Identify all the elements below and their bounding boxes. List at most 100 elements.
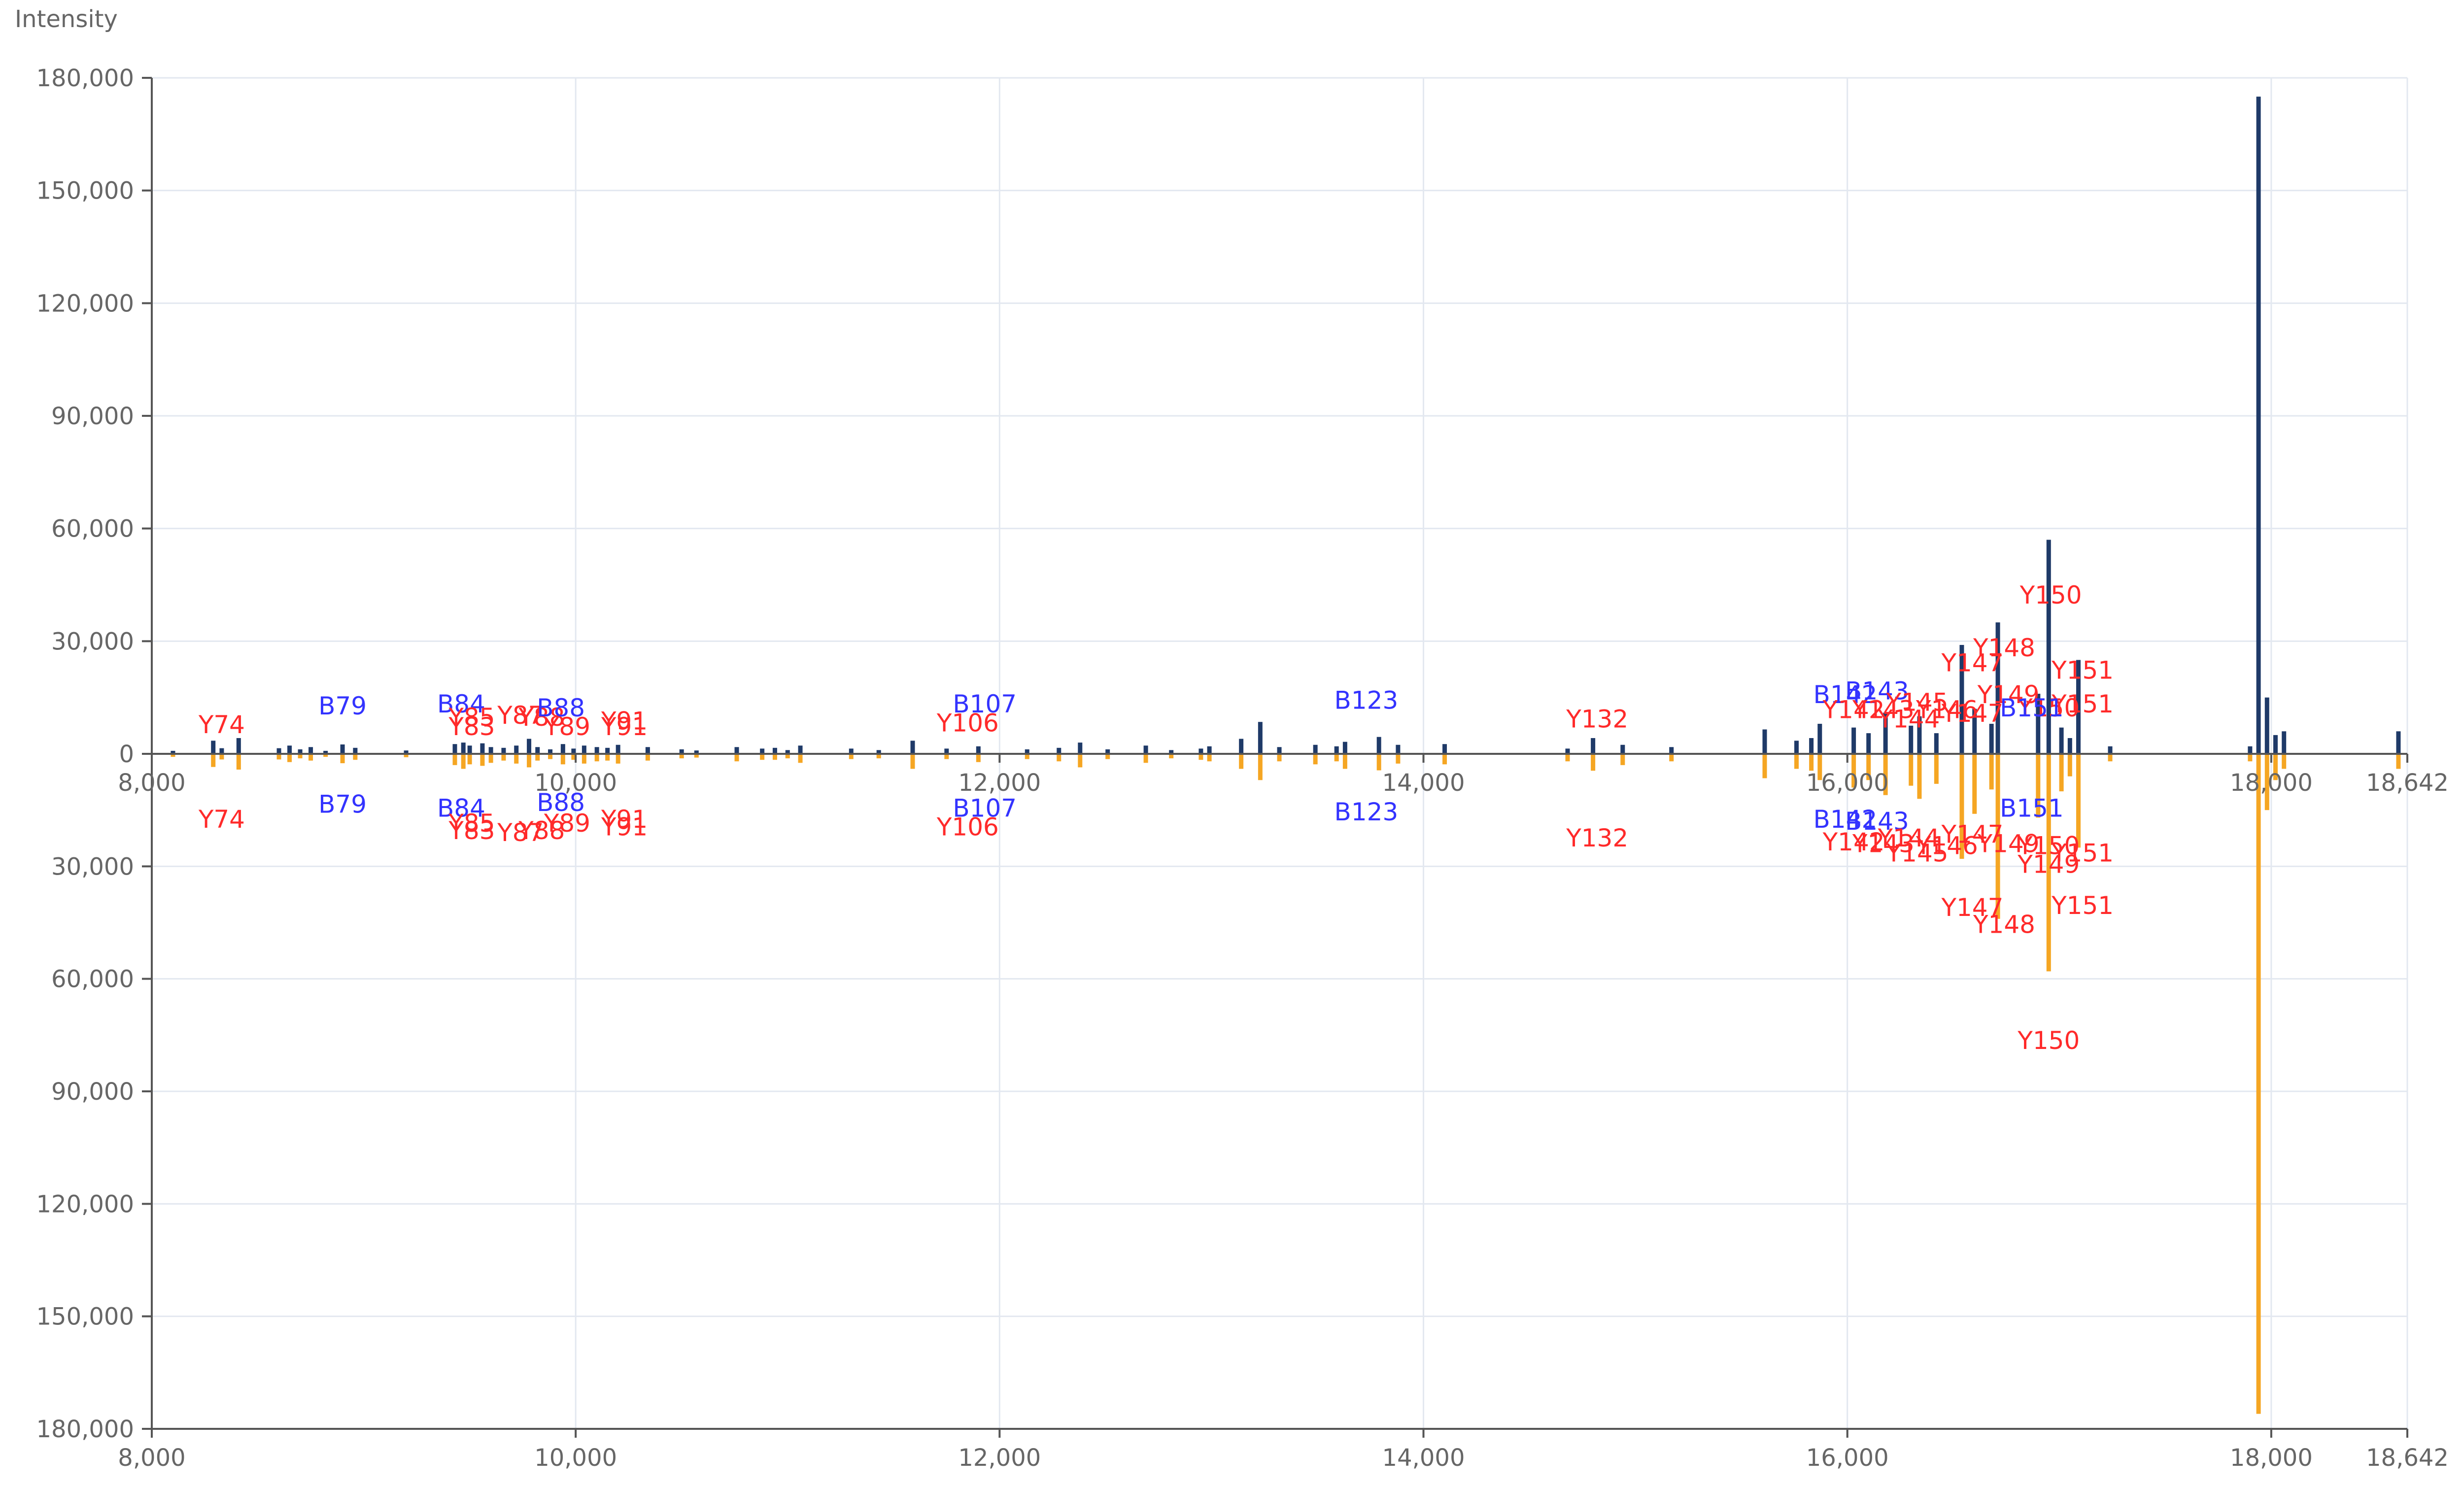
ion-label: Y142 <box>1822 696 1885 724</box>
bar-top <box>2076 660 2081 754</box>
bar-bottom <box>1313 754 1318 765</box>
ion-label: Y147 <box>1941 893 2003 922</box>
ion-label: B151 <box>2000 794 2064 822</box>
bar-bottom <box>171 754 175 757</box>
bar-bottom <box>760 754 765 760</box>
bar-top <box>2256 97 2261 754</box>
ion-label: Y147 <box>1941 699 2003 728</box>
ion-label: Y83 <box>448 712 495 741</box>
bar-top <box>298 749 303 754</box>
ion-label: Y150 <box>2017 831 2080 860</box>
ion-label: Y150 <box>2019 581 2082 609</box>
bar-top <box>734 747 739 754</box>
bar-top <box>1442 744 1447 754</box>
bar-top <box>1258 722 1263 754</box>
ion-label: Y88 <box>518 816 565 845</box>
bar-top <box>560 744 565 754</box>
bar-bottom <box>605 754 610 761</box>
ion-label: Y147 <box>1941 820 2003 849</box>
bar-bottom <box>571 754 576 760</box>
bar-bottom <box>1883 754 1888 795</box>
ion-label: B107 <box>953 690 1017 718</box>
bar-top <box>1817 724 1822 754</box>
y-tick-label: 30,000 <box>51 853 134 880</box>
bar-top <box>514 745 519 754</box>
y-tick-label: 150,000 <box>36 1303 135 1331</box>
bar-top <box>1239 739 1244 754</box>
bar-top <box>2264 697 2269 754</box>
bar-top <box>849 748 854 754</box>
x-tick-label: 18,642 <box>2366 769 2449 797</box>
x-tick-label: 12,000 <box>958 769 1041 797</box>
bar-bottom <box>452 754 457 765</box>
bar-bottom <box>1334 754 1339 762</box>
bar-bottom <box>582 754 586 764</box>
ion-label: Y150 <box>2017 1026 2080 1055</box>
ion-label: Y146 <box>1916 696 1978 724</box>
x-tick-label: 16,000 <box>1806 769 1889 797</box>
bar-top <box>1105 749 1110 754</box>
x-tick-label-bottom: 16,000 <box>1806 1444 1889 1472</box>
bar-top <box>219 748 224 754</box>
bar-top <box>308 747 313 754</box>
x-tick-label-bottom: 18,642 <box>2366 1444 2449 1472</box>
ion-label: Y91 <box>601 805 648 834</box>
ion-label: Y87 <box>497 818 544 847</box>
ion-label: Y146 <box>1916 831 1978 860</box>
bar-top <box>785 750 790 754</box>
bar-bottom <box>501 754 506 761</box>
bar-top <box>353 747 358 754</box>
bar-bottom <box>353 754 358 760</box>
peak-bars <box>171 97 2401 1414</box>
y-tick-label: 180,000 <box>36 1416 135 1443</box>
bar-top <box>616 744 620 754</box>
bar-top <box>1143 745 1148 754</box>
bar-bottom <box>679 754 684 759</box>
bar-top <box>461 743 466 754</box>
bar-top <box>798 745 803 754</box>
ion-label: Y106 <box>936 812 999 841</box>
bar-bottom <box>1396 754 1401 764</box>
bar-bottom <box>1239 754 1244 769</box>
bar-bottom <box>1669 754 1674 762</box>
ion-label: Y89 <box>544 712 590 741</box>
ion-label: B142 <box>1814 680 1878 709</box>
bar-top <box>1207 746 1212 754</box>
bar-top <box>211 741 216 754</box>
bar-top <box>2046 540 2051 754</box>
bar-bottom <box>1207 754 1212 762</box>
bar-bottom <box>527 754 532 768</box>
ion-label: Y151 <box>2051 839 2114 868</box>
bar-top <box>2059 727 2064 754</box>
bar-top <box>1078 743 1083 754</box>
bar-bottom <box>2076 754 2081 848</box>
bar-bottom <box>1995 754 2000 919</box>
bar-bottom <box>1909 754 1914 786</box>
bar-bottom <box>694 754 699 758</box>
ion-label: Y144 <box>1877 705 1940 734</box>
bar-top <box>467 745 472 754</box>
ion-label: Y132 <box>1566 705 1628 734</box>
bar-bottom <box>1078 754 1083 768</box>
y-tick-label: 180,000 <box>36 65 135 92</box>
ion-label: Y83 <box>448 816 495 845</box>
bar-top <box>1169 750 1174 754</box>
ion-label: Y88 <box>518 703 565 732</box>
bar-bottom <box>1934 754 1939 784</box>
x-tick-label-bottom: 8,000 <box>118 1444 185 1472</box>
bar-top <box>1917 716 1922 754</box>
bar-top <box>594 747 599 754</box>
bar-top <box>236 738 241 754</box>
bar-top <box>2067 738 2072 754</box>
y-tick-label: 30,000 <box>51 628 134 655</box>
bar-top <box>1057 747 1061 754</box>
ion-label: Y149 <box>1977 830 2040 858</box>
ion-label: Y87 <box>497 701 544 730</box>
bar-top <box>605 747 610 754</box>
bar-bottom <box>480 754 485 766</box>
bar-top <box>1396 744 1401 754</box>
bar-top <box>1762 729 1767 754</box>
bar-bottom <box>798 754 803 763</box>
